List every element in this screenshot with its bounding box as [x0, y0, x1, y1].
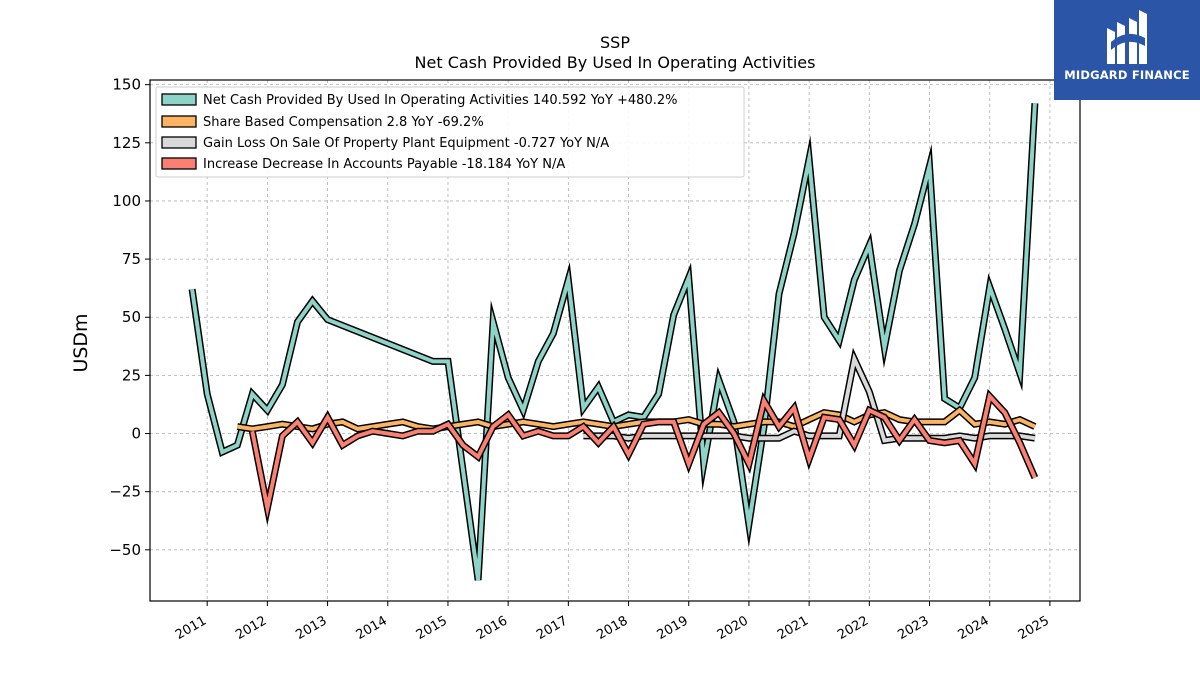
- series-line: [236, 407, 1036, 431]
- series-4: [248, 389, 1039, 526]
- chart-subtitle: Net Cash Provided By Used In Operating A…: [415, 53, 816, 72]
- series-1: [188, 103, 1039, 581]
- y-tick-label: 25: [122, 366, 141, 384]
- legend-swatch: [161, 136, 197, 149]
- legend-entry: Gain Loss On Sale Of Property Plant Equi…: [203, 136, 609, 151]
- y-axis-label: USDm: [70, 313, 92, 372]
- y-tick-label: 0: [131, 425, 141, 443]
- x-tick-label: 2024: [956, 613, 992, 643]
- midgard-logo-icon: [1107, 10, 1147, 64]
- legend-frame: [155, 86, 745, 178]
- x-tick-label: 2017: [534, 613, 570, 643]
- x-tick-label: 2019: [655, 613, 691, 643]
- x-tick-label: 2020: [715, 613, 751, 643]
- brand-logo: MIDGARD FINANCE: [1054, 0, 1200, 100]
- legend-entry: Share Based Compensation 2.8 YoY -69.2%: [203, 115, 484, 130]
- x-tick-label: 2014: [354, 613, 390, 643]
- brand-name: MIDGARD FINANCE: [1064, 68, 1190, 82]
- series-3: [583, 347, 1036, 445]
- y-tick-label: −25: [109, 483, 141, 501]
- x-axis: 2011 2012 2013 2014 2015 2016 2017 2018 2019 2020…: [173, 601, 1052, 643]
- series-line: [250, 392, 1037, 519]
- x-tick-label: 2011: [173, 613, 209, 643]
- y-tick-label: 75: [122, 250, 141, 268]
- legend-swatch: [161, 115, 197, 128]
- x-tick-label: 2016: [474, 613, 510, 643]
- y-tick-label: 100: [112, 192, 141, 210]
- x-tick-label: 2022: [835, 613, 871, 643]
- x-tick-label: 2015: [414, 613, 450, 643]
- series-line: [583, 352, 1036, 443]
- x-tick-label: 2025: [1016, 613, 1052, 643]
- x-tick-label: 2018: [594, 613, 630, 643]
- series-line: [190, 103, 1037, 581]
- y-tick-label: 50: [122, 308, 141, 326]
- legend: Net Cash Provided By Used In Operating A…: [155, 86, 745, 178]
- series-2: [236, 405, 1037, 433]
- legend-swatch: [161, 157, 197, 170]
- legend-swatch: [161, 93, 197, 106]
- x-tick-label: 2023: [895, 613, 931, 643]
- legend-entry: Increase Decrease In Accounts Payable -1…: [203, 157, 565, 172]
- y-tick-label: 150: [112, 76, 141, 94]
- plot-frame: [149, 79, 1081, 602]
- y-axis: −50 −25 0 25 50 75 100 125 150: [109, 76, 150, 559]
- y-tick-label: −50: [109, 541, 141, 559]
- y-tick-label: 125: [112, 134, 141, 152]
- legend-entry: Net Cash Provided By Used In Operating A…: [203, 93, 677, 108]
- series-layer: [188, 103, 1039, 581]
- x-tick-label: 2021: [775, 613, 811, 643]
- chart-title: SSP: [600, 33, 630, 52]
- x-tick-label: 2013: [293, 613, 329, 643]
- x-tick-label: 2012: [233, 613, 269, 643]
